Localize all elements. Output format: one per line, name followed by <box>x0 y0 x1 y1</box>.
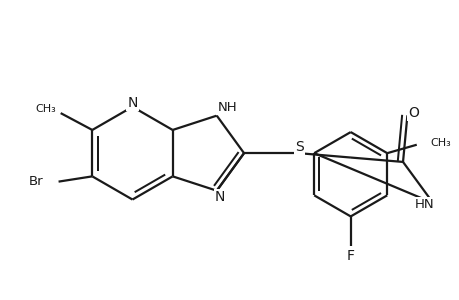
Text: N: N <box>127 96 137 110</box>
Text: S: S <box>295 140 303 154</box>
Text: F: F <box>346 250 354 263</box>
Text: CH₃: CH₃ <box>36 104 56 114</box>
Text: CH₃: CH₃ <box>430 138 450 148</box>
Text: Br: Br <box>29 175 44 188</box>
Text: HN: HN <box>414 198 434 211</box>
Text: N: N <box>214 190 224 204</box>
Text: NH: NH <box>217 101 236 114</box>
Text: O: O <box>408 106 418 120</box>
